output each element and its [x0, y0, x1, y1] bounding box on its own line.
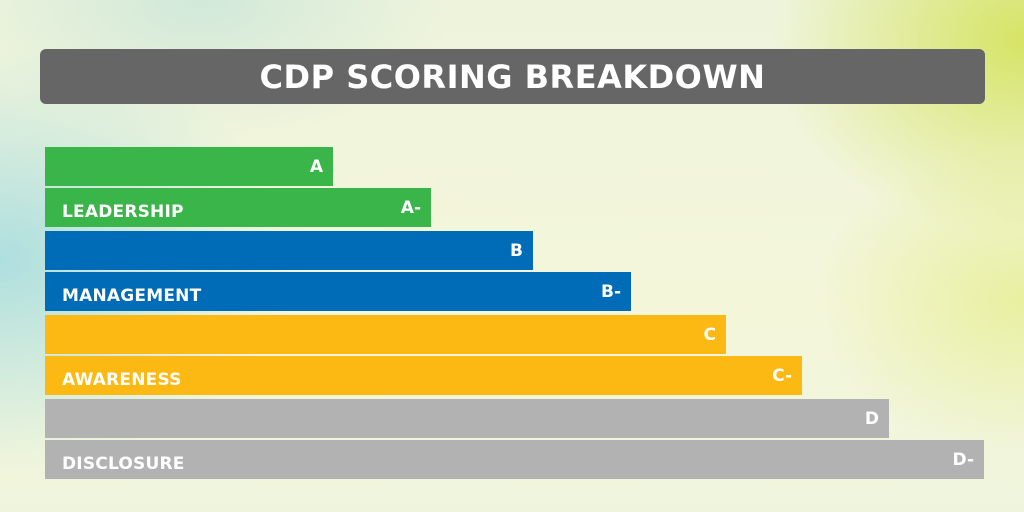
chart-title: CDP SCORING BREAKDOWN — [259, 57, 766, 96]
grade-label: C- — [772, 365, 792, 386]
bar-b-minus: MANAGEMENT B- — [45, 272, 631, 311]
category-label-awareness: AWARENESS — [62, 370, 182, 390]
bar-a: A — [45, 147, 333, 186]
category-label-management: MANAGEMENT — [62, 286, 202, 306]
grade-label: C — [703, 324, 716, 345]
grade-label: A- — [400, 197, 421, 218]
grade-label: B — [510, 240, 523, 261]
title-bar: CDP SCORING BREAKDOWN — [40, 49, 985, 104]
bar-a-minus: LEADERSHIP A- — [45, 188, 431, 227]
grade-label: A — [309, 156, 323, 177]
grade-label: D- — [952, 449, 974, 470]
bar-d-minus: DISCLOSURE D- — [45, 440, 984, 479]
bar-c-minus: AWARENESS C- — [45, 356, 802, 395]
bar-d: D — [45, 399, 889, 438]
bar-b: B — [45, 231, 533, 270]
category-label-disclosure: DISCLOSURE — [62, 454, 185, 474]
category-label-leadership: LEADERSHIP — [62, 202, 184, 222]
grade-label: B- — [600, 281, 621, 302]
grade-label: D — [864, 408, 879, 429]
bar-c: C — [45, 315, 726, 354]
